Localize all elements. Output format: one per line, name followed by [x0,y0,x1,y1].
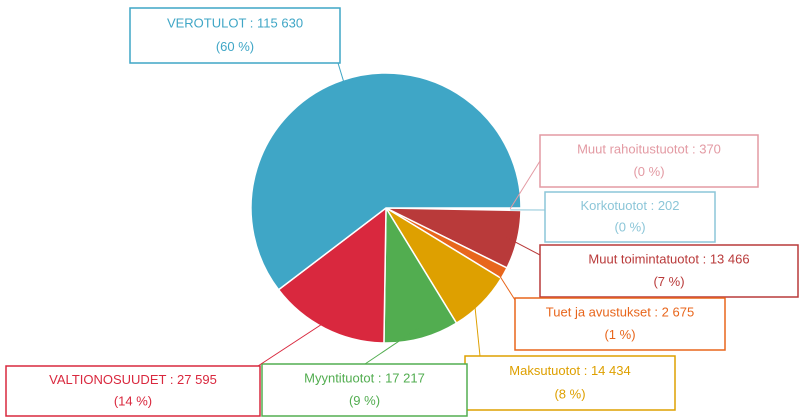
label-box [129,7,341,64]
label-box [539,244,799,298]
leader-line [494,267,516,301]
percent-label: (7 %) [653,274,684,289]
label-separator: : [647,198,658,213]
value-label: 2 675 [662,305,695,320]
category-label: Muut rahoitustuotot [577,142,689,157]
data-label: VALTIONOSUUDET : 27 595 [49,372,217,387]
percent-label: (0 %) [633,164,664,179]
data-label: VEROTULOT : 115 630 [167,16,303,31]
label-separator: : [166,372,177,387]
category-label: Muut toimintatuotot [588,252,699,267]
value-label: 27 595 [177,372,217,387]
leader-line [509,160,541,210]
leader-line [337,62,347,91]
value-label: 115 630 [257,16,303,31]
label-box [261,363,468,417]
label-separator: : [651,305,662,320]
percent-label: (14 %) [114,393,152,408]
percent-label: (60 %) [216,39,254,54]
label-separator: : [699,252,710,267]
category-label: Tuet ja avustukset [546,305,651,320]
category-label: Myyntituotot [304,371,374,386]
pie-slice [277,206,387,344]
data-label: Muut toimintatuotot : 13 466 [588,252,749,267]
label-box [544,191,716,243]
leader-line [506,237,541,256]
percent-label: (1 %) [604,327,635,342]
data-label: Maksutuotot : 14 434 [509,364,630,379]
label-separator: : [246,16,257,31]
data-label: Muut rahoitustuotot : 370 [577,142,721,157]
value-label: 370 [699,142,721,157]
label-separator: : [688,142,699,157]
value-label: 13 466 [710,252,750,267]
percent-label: (0 %) [614,219,645,234]
category-label: Maksutuotot [509,364,580,379]
category-label: VEROTULOT [167,16,247,31]
value-label: 202 [658,198,680,213]
leader-line [364,327,420,365]
data-label: Korkotuotot : 202 [580,198,679,213]
label-box [514,297,726,351]
label-box [464,355,676,411]
percent-label: (8 %) [554,386,585,401]
label-box [5,365,261,417]
data-label: Myyntituotot : 17 217 [304,371,425,386]
percent-label: (9 %) [349,393,380,408]
data-label: Tuet ja avustukset : 2 675 [546,305,694,320]
label-separator: : [580,364,591,379]
value-label: 17 217 [385,371,425,386]
label-box [539,134,759,188]
label-separator: : [374,371,385,386]
leader-line [257,318,331,367]
leader-line [473,295,481,357]
category-label: VALTIONOSUUDET [49,372,166,387]
value-label: 14 434 [591,364,631,379]
category-label: Korkotuotot [580,198,647,213]
